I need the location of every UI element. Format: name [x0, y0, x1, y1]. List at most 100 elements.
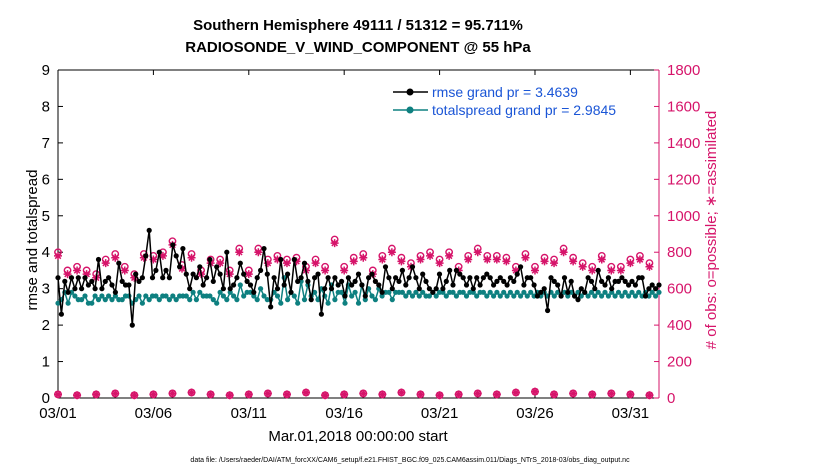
obs-near-zero-assimilated-marker: [187, 388, 196, 397]
totalspread-point: [339, 289, 345, 295]
rmse-point: [116, 260, 122, 266]
rmse-point: [497, 275, 503, 281]
rmse-point: [352, 278, 358, 284]
rmse-point: [656, 282, 662, 288]
rmse-point: [102, 278, 108, 284]
y-left-axis-label: rmse and totalspread: [24, 170, 41, 311]
rmse-point: [136, 278, 142, 284]
rmse-point: [278, 256, 284, 263]
totalspread-point: [514, 289, 520, 295]
rmse-point: [507, 275, 513, 281]
obs-assimilated-marker: [473, 248, 482, 257]
totalspread-point: [183, 293, 189, 299]
obs-assimilated-marker: [492, 255, 501, 264]
chart-title-line-1: Southern Hemisphere 49111 / 51312 = 95.7…: [193, 17, 523, 34]
totalspread-point: [234, 297, 240, 303]
obs-near-zero-assimilated-marker: [302, 388, 311, 397]
totalspread-point: [109, 297, 115, 303]
obs-near-zero-assimilated-marker: [435, 391, 444, 400]
legend: rmse grand pr = 3.4639 totalspread grand…: [387, 82, 647, 120]
rmse-point: [160, 275, 166, 281]
y-right-tick-label: 1800: [667, 62, 700, 79]
totalspread-point: [551, 293, 557, 299]
rmse-point: [420, 271, 426, 277]
totalspread-point: [656, 289, 662, 295]
obs-assimilated-marker: [111, 253, 120, 262]
rmse-point: [582, 289, 588, 295]
totalspread-point: [521, 289, 527, 295]
x-axis-ticks: 03/01 03/06 03/11 03/16 03/21 03/26 03/31: [39, 70, 649, 422]
rmse-point: [92, 286, 98, 292]
totalspread-point: [615, 289, 622, 295]
rmse-point: [153, 267, 159, 273]
rmse-point: [629, 278, 635, 284]
rmse-point: [75, 275, 81, 281]
obs-assimilated-marker: [530, 266, 539, 275]
rmse-point: [541, 286, 547, 292]
rmse-point: [605, 275, 612, 281]
totalspread-point: [139, 300, 145, 306]
totalspread-point: [470, 289, 476, 295]
x-tick-label: 03/01: [39, 405, 77, 422]
totalspread-point: [349, 293, 355, 299]
rmse-point: [89, 278, 95, 284]
obs-assimilated-marker: [340, 266, 349, 275]
rmse-point: [538, 289, 544, 295]
totalspread-point: [312, 289, 318, 295]
rmse-point: [632, 282, 639, 288]
rmse-point: [200, 282, 206, 288]
y-right-axis-ticks: 0 200 400 600 800 1000 1200 1400 1600 1800: [654, 62, 700, 407]
totalspread-point: [79, 297, 85, 303]
rmse-point: [258, 267, 264, 273]
obs-near-zero-assimilated-marker: [73, 391, 82, 400]
rmse-point: [119, 278, 125, 284]
rmse-point: [399, 267, 405, 273]
obs-assimilated-marker: [426, 251, 435, 260]
totalspread-point: [295, 300, 301, 306]
obs-assimilated-marker: [130, 273, 139, 282]
rmse-point: [251, 289, 257, 295]
rmse-point: [264, 271, 270, 277]
totalspread-point: [89, 300, 95, 306]
obs-assimilated-marker: [321, 266, 330, 275]
rmse-point: [555, 282, 561, 288]
obs-near-zero-assimilated-marker: [340, 390, 349, 399]
totalspread-point: [166, 297, 172, 303]
legend-box: [387, 82, 647, 120]
rmse-point: [268, 304, 274, 310]
rmse-point: [474, 275, 480, 281]
rmse-point: [558, 293, 564, 299]
y-right-tick-label: 1600: [667, 98, 700, 115]
rmse-point: [288, 289, 294, 295]
obs-near-zero-assimilated-marker: [54, 390, 62, 399]
rmse-point: [237, 260, 243, 266]
obs-assimilated-marker: [521, 253, 530, 262]
y-right-tick-label: 800: [667, 244, 692, 261]
obs-assimilated-marker: [235, 248, 244, 257]
y-right-axis-label: # of obs: o=possible; ∗=assimilated: [703, 111, 720, 350]
rmse-point: [274, 286, 281, 292]
totalspread-point: [386, 289, 392, 295]
obs-near-zero-assimilated-marker: [569, 389, 578, 398]
obs-assimilated-marker: [550, 259, 559, 268]
rmse-point: [55, 275, 61, 281]
rmse-point: [187, 286, 193, 292]
obs-near-zero-assimilated-marker: [626, 390, 635, 399]
totalspread-point: [237, 282, 243, 288]
obs-assimilated-marker: [282, 259, 291, 268]
x-tick-label: 03/11: [231, 405, 267, 422]
rmse-point: [224, 249, 230, 255]
rmse-point: [487, 275, 493, 281]
totalspread-point: [443, 293, 449, 299]
rmse-point: [342, 293, 348, 299]
rmse-point: [207, 256, 213, 263]
totalspread-point: [325, 300, 331, 306]
chart-title-line-2: RADIOSONDE_V_WIND_COMPONENT @ 55 hPa: [185, 39, 531, 56]
obs-near-zero-assimilated-marker: [530, 387, 539, 396]
obs-assimilated-marker: [569, 257, 578, 266]
totalspread-point: [241, 293, 247, 299]
obs-near-zero-assimilated-marker: [645, 391, 654, 400]
totalspread-point: [65, 300, 71, 306]
totalspread-point: [217, 289, 223, 295]
rmse-point: [561, 275, 568, 281]
